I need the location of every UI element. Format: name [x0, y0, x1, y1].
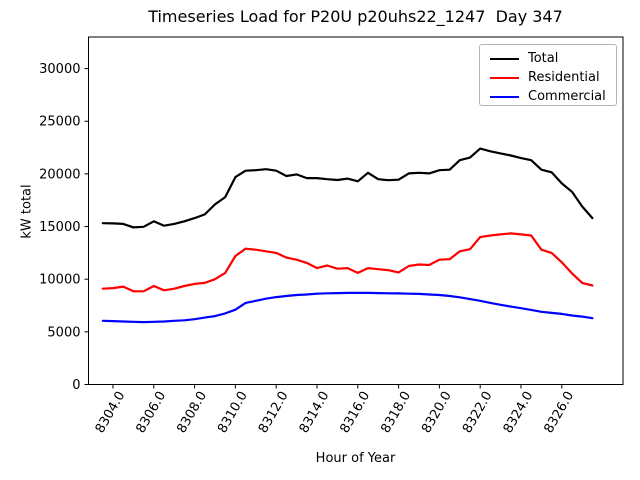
- x-tick-label: 8308.0: [174, 389, 210, 436]
- y-tick-label: 25000: [39, 115, 80, 130]
- legend-label-residential: Residential: [528, 70, 600, 85]
- y-axis-label: kW total: [19, 184, 35, 239]
- legend-entry-total: Total: [490, 50, 616, 68]
- legend-entry-commercial: Commercial: [490, 88, 616, 106]
- y-tick-label: 15000: [39, 220, 80, 235]
- legend-line-residential-icon: [490, 77, 519, 79]
- x-tick-label: 8314.0: [297, 389, 333, 436]
- x-tick-label: 8322.0: [460, 389, 496, 436]
- x-tick-label: 8304.0: [93, 389, 129, 436]
- legend-line-total-icon: [490, 58, 519, 60]
- x-tick-label: 8312.0: [256, 389, 292, 436]
- chart-title: Timeseries Load for P20U p20uhs22_1247 D…: [148, 7, 563, 26]
- x-tick-label: 8326.0: [542, 389, 578, 436]
- y-tick-label: 0: [72, 378, 80, 393]
- x-tick-label: 8306.0: [134, 389, 170, 436]
- y-tick-label: 5000: [47, 325, 80, 340]
- x-axis-label: Hour of Year: [315, 451, 396, 466]
- legend-label-commercial: Commercial: [528, 89, 606, 104]
- series-line-total: [101, 147, 594, 229]
- legend-label-total: Total: [528, 51, 559, 66]
- series-line-commercial: [101, 291, 594, 324]
- y-tick-label: 30000: [39, 62, 80, 77]
- y-tick-label: 20000: [39, 167, 80, 182]
- x-tick-label: 8316.0: [338, 389, 374, 436]
- x-tick-label: 8318.0: [378, 389, 414, 436]
- x-tick-label: 8324.0: [501, 389, 537, 436]
- plot-border: [88, 36, 624, 385]
- legend-entry-residential: Residential: [490, 69, 616, 87]
- legend: Total Residential Commercial: [479, 44, 617, 106]
- legend-line-commercial-icon: [490, 96, 519, 98]
- y-tick-label: 10000: [39, 273, 80, 288]
- x-tick-label: 8320.0: [419, 389, 455, 436]
- series-line-residential: [101, 232, 594, 293]
- x-tick-label: 8310.0: [215, 389, 251, 436]
